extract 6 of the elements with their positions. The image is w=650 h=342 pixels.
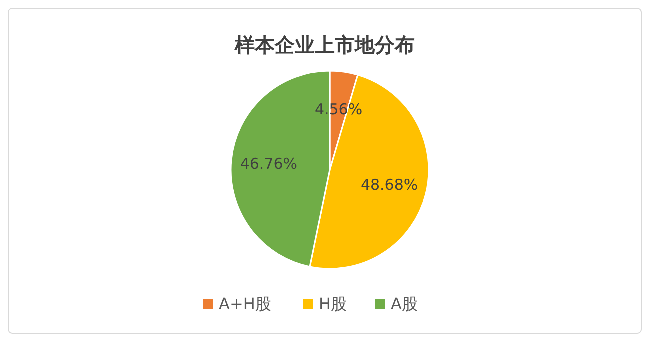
chart-title: 样本企业上市地分布 (234, 33, 415, 57)
legend-label: H股 (319, 294, 348, 314)
legend-label: A+H股 (219, 294, 272, 314)
data-label: 46.76% (240, 155, 298, 174)
data-label: 48.68% (360, 176, 418, 194)
legend-label: A股 (391, 294, 418, 314)
